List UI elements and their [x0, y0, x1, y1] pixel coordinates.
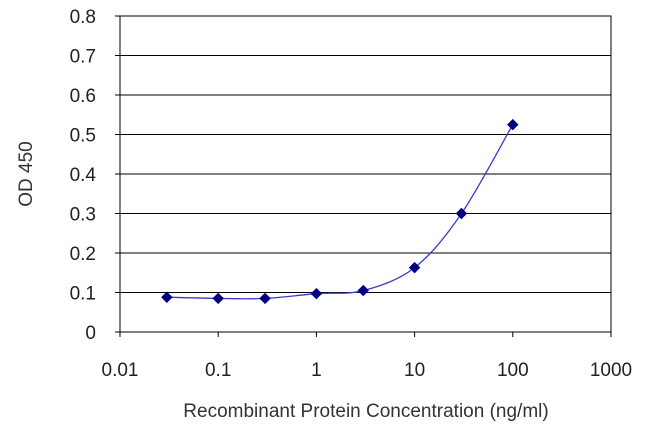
data-points	[161, 118, 519, 305]
x-axis-ticks: 0.01 0.1 1 10 100 1000	[102, 332, 632, 381]
y-tick-label: 0.6	[70, 86, 96, 107]
y-tick-label: 0.8	[70, 7, 96, 28]
y-tick-label: 0.4	[70, 165, 97, 186]
y-tick-label: 0.1	[70, 284, 96, 305]
x-tick-label: 1000	[590, 360, 632, 381]
y-axis-label: OD 450	[16, 141, 37, 206]
x-tick-label: 0.01	[102, 360, 139, 381]
y-tick-label: 0.3	[70, 205, 96, 226]
gridlines	[120, 15, 611, 293]
x-tick-label: 100	[497, 360, 529, 381]
data-point	[161, 291, 173, 303]
y-tick-label: 0.5	[70, 126, 96, 147]
data-point	[357, 284, 369, 297]
x-tick-label: 10	[404, 360, 425, 381]
data-point	[455, 207, 468, 220]
data-point	[212, 292, 224, 305]
x-tick-label: 0.1	[205, 360, 231, 381]
y-axis-ticks: 0 0.1 0.2 0.3 0.4 0.5 0.6 0.7 0.8	[70, 7, 120, 344]
data-point	[408, 261, 421, 274]
y-tick-label: 0.7	[70, 47, 96, 68]
data-point	[259, 292, 271, 305]
data-point	[507, 118, 519, 131]
y-tick-label: 0.2	[70, 244, 96, 265]
x-axis-label: Recombinant Protein Concentration (ng/ml…	[183, 401, 548, 422]
y-tick-label: 0	[85, 323, 96, 344]
data-point	[310, 287, 323, 300]
x-tick-label: 1	[311, 360, 322, 381]
